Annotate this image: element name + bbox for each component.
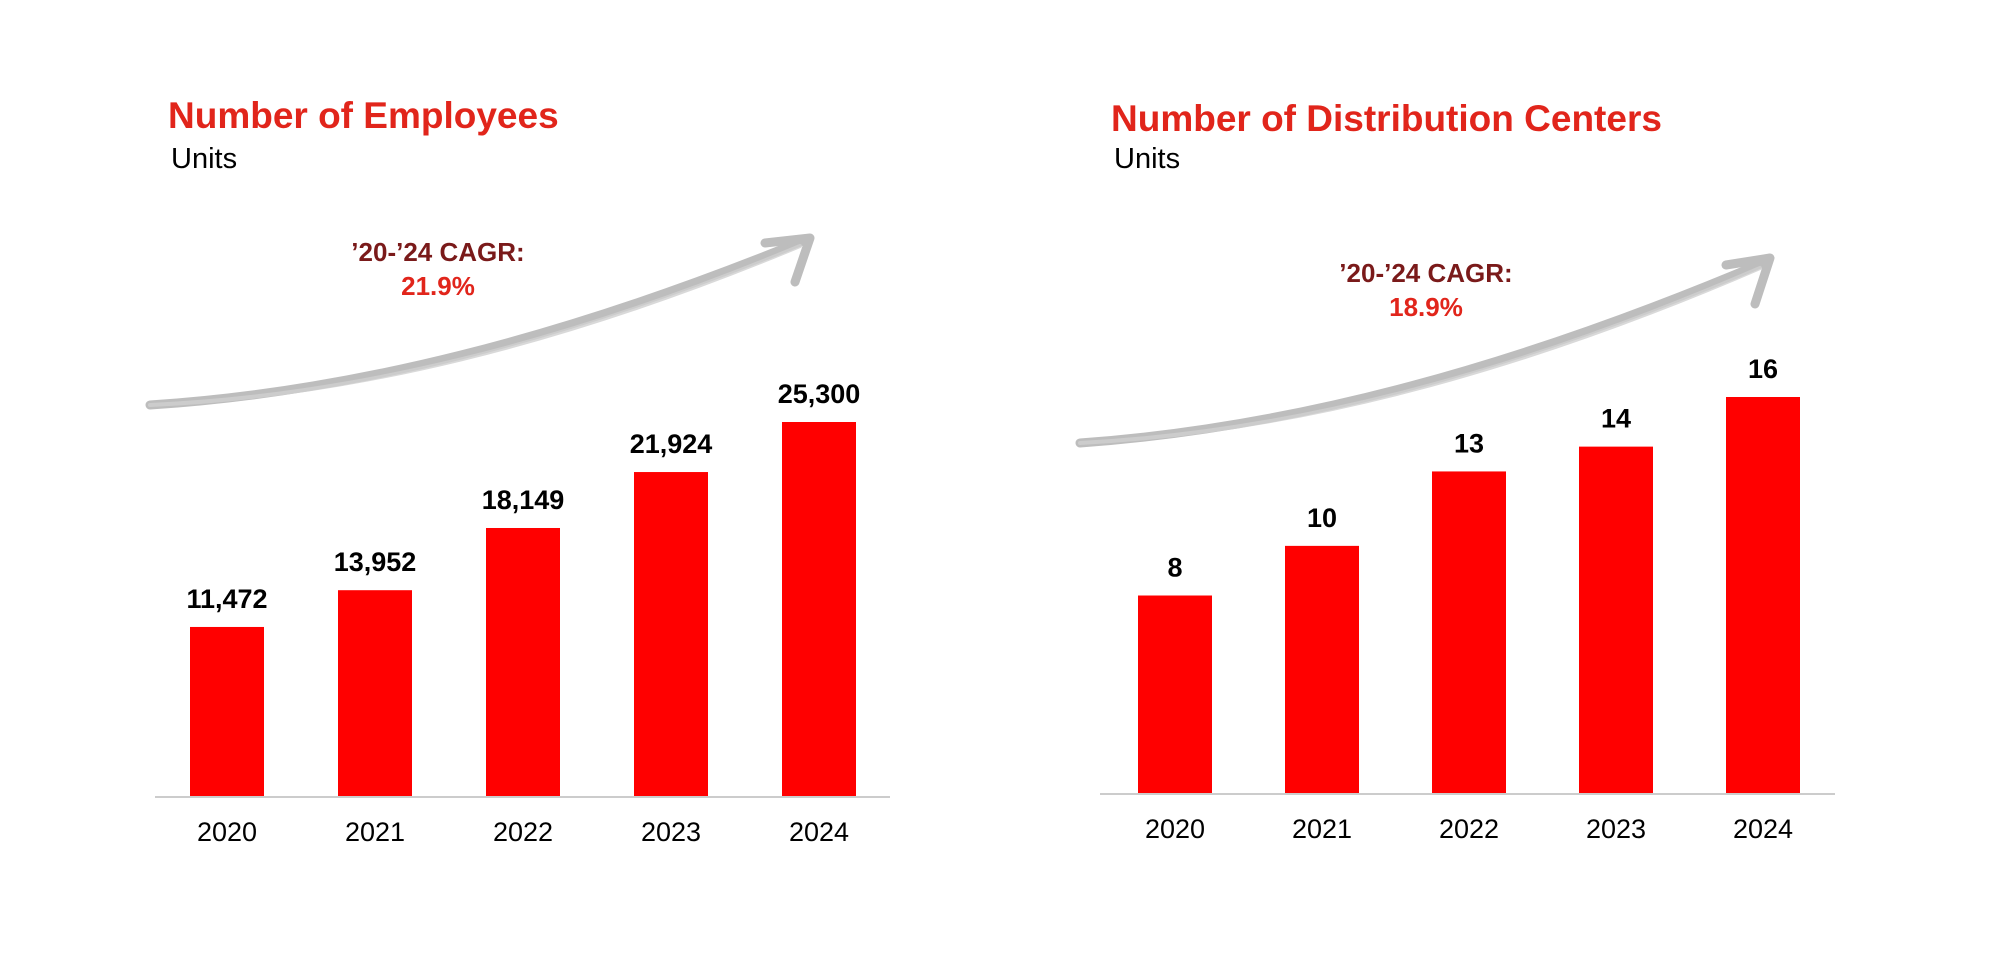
growth-arrow-head bbox=[1721, 253, 1775, 309]
growth-arrow-shaft-texture bbox=[1078, 266, 1762, 445]
chart-title: Number of Distribution Centers bbox=[1111, 98, 1662, 139]
growth-arrow-shaft-texture bbox=[148, 244, 802, 407]
cagr-annotation: ’20-’24 CAGR: 18.9% bbox=[1296, 256, 1556, 324]
data-label-2022: 18,149 bbox=[482, 485, 565, 515]
data-label-2020: 8 bbox=[1167, 553, 1182, 583]
x-tick-label-2022: 2022 bbox=[493, 817, 553, 847]
cagr-value: 18.9% bbox=[1389, 292, 1463, 322]
distribution-centers-chart-plot: 8 10 13 14 16 2020 2021 2022 2023 2024 bbox=[1075, 253, 1835, 844]
bar-2020 bbox=[190, 626, 264, 797]
x-tick-label-2024: 2024 bbox=[1733, 814, 1793, 844]
employees-chart-plot: 11,472 13,952 18,149 21,924 25,300 2020 2021 2… bbox=[145, 233, 890, 847]
bar-2023 bbox=[634, 472, 708, 797]
x-tick-label-2021: 2021 bbox=[345, 817, 405, 847]
distribution-centers-chart-panel: 8 10 13 14 16 2020 2021 2022 2023 2024 Number of… bbox=[950, 0, 1900, 978]
x-tick-label-2020: 2020 bbox=[1145, 814, 1205, 844]
cagr-label: ’20-’24 CAGR: bbox=[351, 237, 525, 267]
cagr-annotation: ’20-’24 CAGR: 21.9% bbox=[308, 235, 568, 303]
chart-subtitle: Units bbox=[171, 143, 238, 175]
employees-chart-panel: 11,472 13,952 18,149 21,924 25,300 2020 2021 2… bbox=[0, 0, 950, 978]
data-label-2023: 14 bbox=[1601, 404, 1631, 434]
data-label-2022: 13 bbox=[1454, 428, 1484, 458]
bar-2020 bbox=[1138, 595, 1212, 794]
bar-2022 bbox=[1432, 471, 1506, 794]
data-label-2024: 25,300 bbox=[778, 379, 861, 409]
chart-title: Number of Employees bbox=[168, 95, 559, 136]
data-label-2023: 21,924 bbox=[630, 429, 713, 459]
data-label-2021: 10 bbox=[1307, 503, 1337, 533]
growth-arrow bbox=[1075, 253, 1775, 448]
growth-arrow-head bbox=[760, 233, 815, 287]
data-label-2020: 11,472 bbox=[186, 584, 267, 614]
bar-2021 bbox=[1285, 545, 1359, 794]
x-tick-label-2023: 2023 bbox=[1586, 814, 1646, 844]
x-tick-label-2023: 2023 bbox=[641, 817, 701, 847]
x-tick-label-2022: 2022 bbox=[1439, 814, 1499, 844]
bar-2024 bbox=[782, 422, 856, 797]
x-tick-label-2021: 2021 bbox=[1292, 814, 1352, 844]
cagr-value: 21.9% bbox=[401, 271, 475, 301]
data-label-2024: 16 bbox=[1748, 354, 1778, 384]
data-label-2021: 13,952 bbox=[334, 547, 417, 577]
x-tick-label-2020: 2020 bbox=[197, 817, 257, 847]
growth-arrow bbox=[145, 233, 815, 410]
x-tick-label-2024: 2024 bbox=[789, 817, 849, 847]
bar-2024 bbox=[1726, 397, 1800, 794]
cagr-label: ’20-’24 CAGR: bbox=[1339, 258, 1513, 288]
bar-2021 bbox=[338, 590, 412, 797]
chart-subtitle: Units bbox=[1114, 143, 1181, 175]
bar-2022 bbox=[486, 527, 560, 797]
bar-2023 bbox=[1579, 446, 1653, 794]
